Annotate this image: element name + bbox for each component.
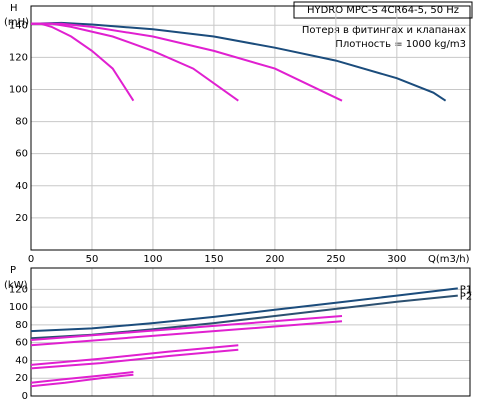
y-tick-label: 60	[15, 338, 28, 349]
x-tick-label: 200	[265, 254, 284, 265]
x-tick-label: 150	[204, 254, 223, 265]
y-tick-label: 80	[15, 320, 28, 331]
x-tick-label: 0	[28, 254, 34, 265]
plot-frame	[30, 267, 471, 397]
y-axis-unit: (kW)	[4, 280, 28, 291]
y-tick-label: 20	[15, 213, 28, 224]
curve	[30, 21, 447, 102]
y-tick-label: 20	[15, 373, 28, 384]
plot-area: 20 40 60 80 100 120 140 0 50 100 150 200 250 300	[9, 5, 471, 265]
legend-label: P1	[460, 284, 472, 295]
y-tick-label: 40	[15, 355, 28, 366]
curve	[30, 287, 458, 333]
y-tick-label: 100	[9, 302, 28, 313]
y-tick-label: 80	[15, 117, 28, 128]
x-tick-label: 100	[143, 254, 162, 265]
curve	[30, 315, 343, 341]
y-axis-unit: (mH)	[4, 17, 29, 28]
curve	[31, 22, 343, 102]
curve	[30, 320, 343, 347]
curve	[30, 373, 134, 388]
chart-title: HYDRO MPC-S 4CR64-5, 50 Hz	[307, 5, 459, 16]
y-tick-label: 120	[9, 284, 28, 295]
curve	[30, 348, 239, 370]
x-tick-label: 50	[86, 254, 99, 265]
x-axis-label: Q(m3/h)	[428, 254, 470, 265]
y-tick-label: 100	[9, 84, 28, 95]
curve	[30, 294, 458, 340]
x-tick-label: 300	[387, 254, 406, 265]
legend-label: P2	[460, 292, 472, 303]
x-tick-label: 250	[326, 254, 345, 265]
y-axis-label: H	[10, 3, 18, 14]
curve	[31, 22, 239, 102]
subtitle: Потеря в фитингах и клапанах	[302, 25, 466, 36]
curve	[31, 22, 135, 102]
y-tick-label: 120	[9, 52, 28, 63]
annotation: Плотность = 1000 kg/m3	[335, 39, 466, 50]
y-axis-label: P	[10, 265, 16, 276]
y-tick-label: 40	[15, 181, 28, 192]
y-tick-label: 60	[15, 149, 28, 160]
y-tick-label: 140	[9, 20, 28, 31]
plot-frame	[30, 5, 471, 251]
curve	[30, 371, 134, 384]
curve	[30, 344, 239, 366]
y-tick-label: 0	[22, 391, 28, 400]
